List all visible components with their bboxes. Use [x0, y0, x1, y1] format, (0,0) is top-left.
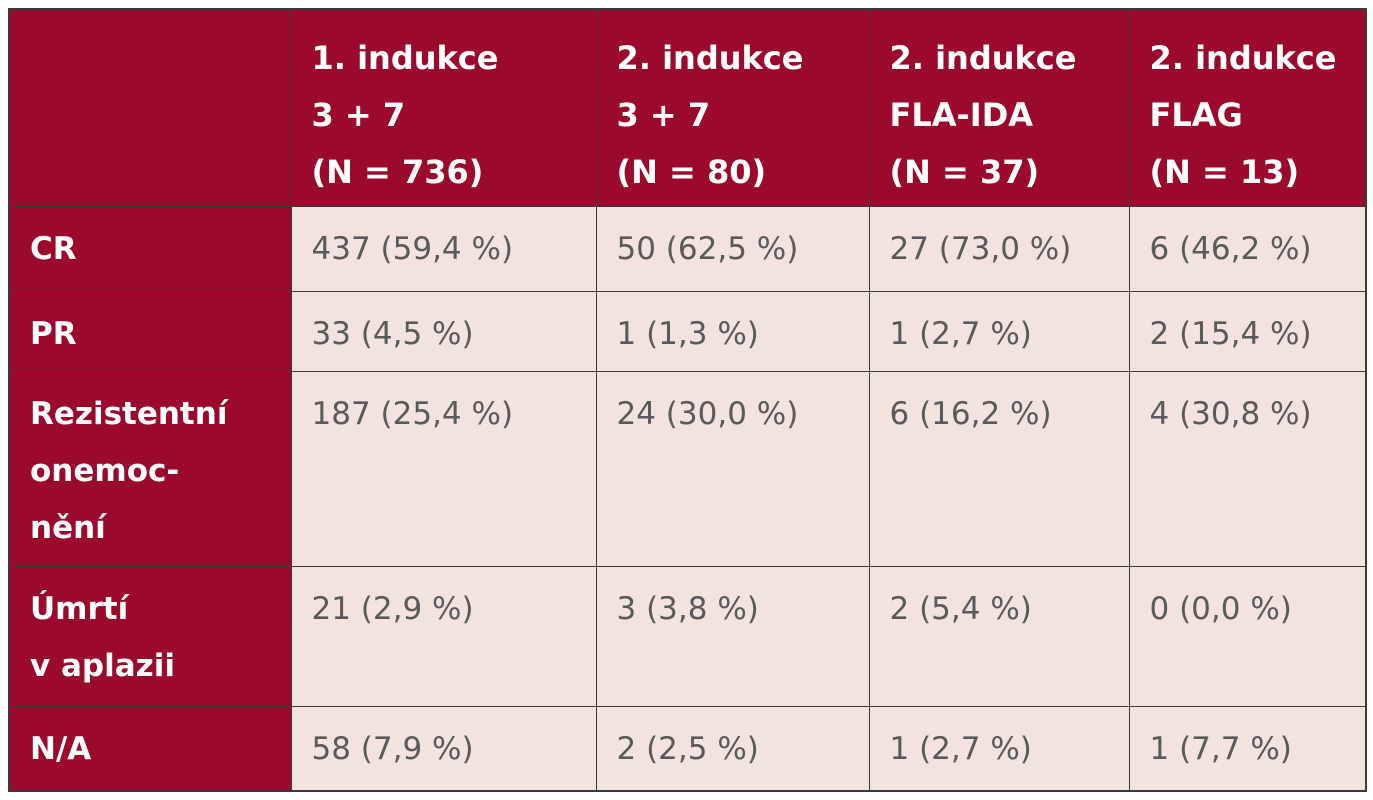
data-cell: 4 (30,8 %)	[1128, 370, 1367, 567]
data-cell: 1 (2,7 %)	[868, 290, 1130, 372]
label-line: Úmrtí	[30, 590, 129, 627]
data-cell: 2 (2,5 %)	[595, 705, 870, 792]
header-line: 2. indukce	[889, 39, 1077, 77]
data-cell: 0 (0,0 %)	[1128, 565, 1367, 707]
cell-text: 1 (7,7 %)	[1149, 730, 1292, 767]
cell-text: 21 (2,9 %)	[311, 590, 474, 627]
cell-text: 2 (2,5 %)	[616, 730, 759, 767]
results-table: 1. indukce 3 + 7 (N = 736) 2. indukce 3 + 7 (…	[8, 8, 1367, 792]
header-line: (N = 736)	[311, 153, 484, 191]
row-label: N/A	[8, 705, 292, 792]
header-row: 1. indukce 3 + 7 (N = 736) 2. indukce 3 + 7 (…	[8, 8, 1367, 207]
header-line: 3 + 7	[311, 96, 406, 134]
label-line: CR	[30, 230, 77, 267]
data-cell: 1 (2,7 %)	[868, 705, 1130, 792]
label-line: PR	[30, 315, 77, 352]
body-row: CR 437 (59,4 %) 50 (62,5 %) 27 (73,0 %) 6 (4…	[8, 205, 1367, 292]
label-line: N/A	[30, 730, 92, 767]
cell-text: 50 (62,5 %)	[616, 230, 799, 267]
cell-text: 187 (25,4 %)	[311, 395, 514, 432]
data-cell: 27 (73,0 %)	[868, 205, 1130, 292]
header-line: 2. indukce	[1149, 39, 1337, 77]
cell-text: 437 (59,4 %)	[311, 230, 514, 267]
body-row: Úmrtí v aplazii 21 (2,9 %) 3 (3,8 %) 2 (5,4 …	[8, 565, 1367, 707]
body-row: Rezistentní onemoc-nění 187 (25,4 %) 24 (30…	[8, 370, 1367, 567]
data-cell: 2 (15,4 %)	[1128, 290, 1367, 372]
column-header: 1. indukce 3 + 7 (N = 736)	[290, 8, 597, 207]
cell-text: 33 (4,5 %)	[311, 315, 474, 352]
row-label: Úmrtí v aplazii	[8, 565, 292, 707]
data-cell: 1 (7,7 %)	[1128, 705, 1367, 792]
table-container: 1. indukce 3 + 7 (N = 736) 2. indukce 3 + 7 (…	[8, 8, 1367, 792]
header-line: (N = 37)	[889, 153, 1040, 191]
data-cell: 21 (2,9 %)	[290, 565, 597, 707]
cell-text: 3 (3,8 %)	[616, 590, 759, 627]
data-cell: 187 (25,4 %)	[290, 370, 597, 567]
label-line: v aplazii	[30, 647, 175, 684]
label-line: onemoc-	[30, 452, 180, 489]
data-cell: 2 (5,4 %)	[868, 565, 1130, 707]
cell-text: 27 (73,0 %)	[889, 230, 1072, 267]
cell-text: 58 (7,9 %)	[311, 730, 474, 767]
cell-text: 2 (15,4 %)	[1149, 315, 1312, 352]
header-line: (N = 80)	[616, 153, 767, 191]
data-cell: 50 (62,5 %)	[595, 205, 870, 292]
cell-text: 24 (30,0 %)	[616, 395, 799, 432]
data-cell: 6 (46,2 %)	[1128, 205, 1367, 292]
data-cell: 24 (30,0 %)	[595, 370, 870, 567]
body-row: PR 33 (4,5 %) 1 (1,3 %) 1 (2,7 %) 2 (15,4 %)	[8, 290, 1367, 372]
label-line: Rezistentní	[30, 395, 228, 432]
cell-text: 0 (0,0 %)	[1149, 590, 1292, 627]
label-line: nění	[30, 509, 106, 546]
corner-cell	[8, 8, 292, 207]
row-label: PR	[8, 290, 292, 372]
body-row: N/A 58 (7,9 %) 2 (2,5 %) 1 (2,7 %) 1 (7,7 %)	[8, 705, 1367, 792]
cell-text: 6 (46,2 %)	[1149, 230, 1312, 267]
data-cell: 6 (16,2 %)	[868, 370, 1130, 567]
cell-text: 2 (5,4 %)	[889, 590, 1032, 627]
data-cell: 1 (1,3 %)	[595, 290, 870, 372]
cell-text: 4 (30,8 %)	[1149, 395, 1312, 432]
row-label: CR	[8, 205, 292, 292]
cell-text: 6 (16,2 %)	[889, 395, 1052, 432]
header-line: (N = 13)	[1149, 153, 1300, 191]
header-line: 1. indukce	[311, 39, 499, 77]
header-line: 3 + 7	[616, 96, 711, 134]
cell-text: 1 (2,7 %)	[889, 315, 1032, 352]
data-cell: 33 (4,5 %)	[290, 290, 597, 372]
data-cell: 58 (7,9 %)	[290, 705, 597, 792]
column-header: 2. indukce FLA-IDA (N = 37)	[868, 8, 1130, 207]
data-cell: 3 (3,8 %)	[595, 565, 870, 707]
row-label: Rezistentní onemoc-nění	[8, 370, 292, 567]
header-line: 2. indukce	[616, 39, 804, 77]
cell-text: 1 (1,3 %)	[616, 315, 759, 352]
data-cell: 437 (59,4 %)	[290, 205, 597, 292]
column-header: 2. indukce 3 + 7 (N = 80)	[595, 8, 870, 207]
column-header: 2. indukce FLAG (N = 13)	[1128, 8, 1367, 207]
header-line: FLAG	[1149, 96, 1243, 134]
cell-text: 1 (2,7 %)	[889, 730, 1032, 767]
header-line: FLA-IDA	[889, 96, 1034, 134]
